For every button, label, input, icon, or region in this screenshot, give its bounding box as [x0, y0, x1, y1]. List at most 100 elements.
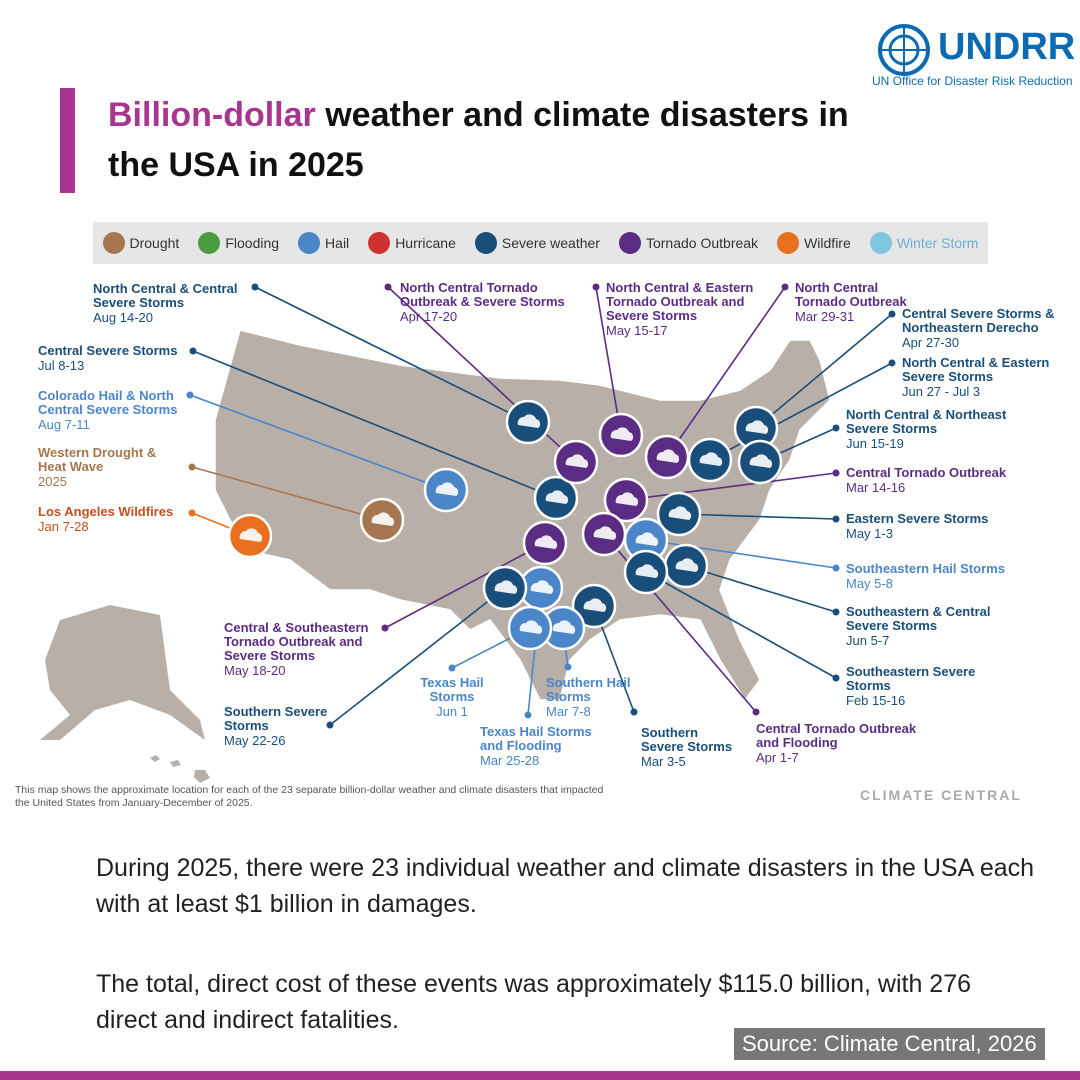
legend-label: Drought	[129, 235, 180, 251]
event-label: Central & Southeastern Tornado Outbreak …	[224, 621, 394, 678]
event-glyph	[371, 512, 395, 526]
leader-dot	[326, 721, 334, 729]
event-glyph	[519, 620, 543, 634]
event-date: May 15-17	[606, 323, 668, 338]
alaska	[40, 605, 205, 740]
event-date: Aug 7-11	[38, 417, 90, 432]
event-label: North Central & Eastern Severe Storms Jun…	[902, 356, 1072, 399]
legend-label: Wildfire	[804, 235, 851, 251]
event-name: Texas Hail Storms	[420, 675, 484, 704]
event-name: Southern Severe Storms	[641, 725, 733, 754]
leader-line	[189, 394, 447, 491]
event-date: May 5-8	[846, 576, 893, 591]
event-label: Southern Severe Storms May 22-26	[224, 705, 334, 748]
leader-line	[384, 542, 546, 629]
event-name: Southern Severe Storms	[224, 704, 328, 733]
leader-line	[254, 286, 529, 423]
legend-item: Drought	[102, 232, 180, 254]
event-label: North Central Tornado Outbreak & Severe …	[400, 281, 580, 324]
legend-icon	[618, 232, 641, 254]
legend-item: Tornado Outbreak	[618, 232, 759, 254]
leader-line	[678, 513, 837, 520]
leader-dot	[630, 708, 638, 716]
title-rest: weather and climate disasters in the USA…	[108, 96, 849, 184]
event-date: May 1-3	[846, 526, 893, 541]
event-date: Aug 14-20	[93, 310, 153, 325]
event-label: Texas Hail Storms and Flooding Mar 25-28	[480, 725, 600, 768]
event-date: Mar 14-16	[846, 480, 906, 495]
event-label: Southern Hail Storms Mar 7-8	[546, 676, 636, 719]
event-date: Jul 8-13	[38, 358, 85, 373]
leader-line	[645, 539, 837, 569]
legend-label: Hurricane	[395, 235, 456, 251]
leader-line	[595, 286, 622, 436]
event-date: Apr 1-7	[756, 750, 799, 765]
legend-icon	[474, 232, 497, 254]
map-note: This map shows the approximate location …	[15, 784, 604, 809]
event-label: North Central & Central Severe Storms Aug…	[93, 282, 263, 325]
leader-dot	[186, 391, 194, 399]
legend-item: Severe weather	[474, 232, 600, 254]
event-label: Southeastern & Central Severe Storms Jun …	[846, 605, 1016, 648]
leader-dot	[888, 310, 896, 318]
leader-dot	[832, 564, 840, 572]
leader-line	[192, 350, 557, 499]
event-label: Southern Severe Storms Mar 3-5	[641, 726, 741, 769]
event-label: Colorado Hail & North Central Severe Sto…	[38, 389, 193, 432]
body-paragraph: The total, direct cost of these events w…	[96, 970, 972, 1034]
event-glyph	[749, 454, 773, 468]
event-date: May 22-26	[224, 733, 286, 748]
event-date: Jun 5-7	[846, 633, 890, 648]
event-label: Los Angeles Wildfires Jan 7-28	[38, 505, 198, 534]
event-date: Mar 3-5	[641, 754, 686, 769]
event-name: Central Tornado Outbreak and Flooding	[756, 721, 917, 750]
event-name: North Central & Eastern Severe Storms	[902, 355, 1050, 384]
legend-item: Winter Storm	[869, 232, 979, 254]
body-paragraph: During 2025, there were 23 individual we…	[96, 854, 1035, 918]
event-glyph	[635, 564, 659, 578]
leader-dot	[888, 359, 896, 367]
event-name: Central & Southeastern Tornado Outbreak …	[224, 620, 369, 663]
title-highlight: Billion-dollar	[108, 96, 316, 134]
bottom-bar	[0, 1071, 1080, 1080]
event-name: North Central & Central Severe Storms	[93, 281, 238, 310]
event-glyph	[583, 598, 607, 612]
event-date: Mar 7-8	[546, 704, 591, 719]
event-glyph	[517, 414, 541, 428]
leader-dot	[832, 515, 840, 523]
event-glyph	[656, 449, 680, 463]
legend-item: Hail	[298, 232, 349, 254]
event-date: Mar 29-31	[795, 309, 855, 324]
leader-dot	[781, 283, 789, 291]
event-label: North Central & Northeast Severe Storms J…	[846, 408, 1021, 451]
legend-label: Severe weather	[501, 235, 600, 251]
legend-item: Wildfire	[777, 232, 851, 254]
legend: Drought Flooding Hail Hurricane Severe weath…	[93, 222, 988, 264]
leader-line	[625, 472, 837, 501]
event-glyph	[615, 492, 639, 506]
leader-dot	[188, 463, 196, 471]
event-name: Central Severe Storms & Northeastern Der…	[902, 306, 1055, 335]
leader-line	[685, 565, 837, 613]
map	[40, 283, 896, 783]
event-label: Southeastern Severe Storms Feb 15-16	[846, 665, 996, 708]
legend-icon	[298, 232, 321, 254]
event-name: North Central Tornado Outbreak & Severe …	[400, 280, 565, 309]
event-name: Central Tornado Outbreak	[846, 465, 1007, 480]
legend-label: Winter Storm	[896, 235, 979, 251]
legend-icon	[869, 232, 892, 254]
event-glyph	[635, 532, 659, 546]
source: Source: Climate Central, 2026	[734, 1028, 1045, 1060]
event-glyph	[435, 482, 459, 496]
event-name: Colorado Hail & North Central Severe Sto…	[38, 388, 178, 417]
legend-label: Tornado Outbreak	[645, 235, 759, 251]
event-label: North Central Tornado Outbreak Mar 29-31	[795, 281, 925, 324]
event-glyph	[745, 420, 769, 434]
event-glyph	[534, 535, 558, 549]
event-label: Southeastern Hail Storms May 5-8	[846, 562, 1026, 591]
leader-line	[645, 571, 837, 679]
legend-label: Hail	[325, 235, 350, 251]
leader-line	[329, 587, 506, 726]
event-glyph	[593, 526, 617, 540]
event-glyph	[668, 506, 692, 520]
